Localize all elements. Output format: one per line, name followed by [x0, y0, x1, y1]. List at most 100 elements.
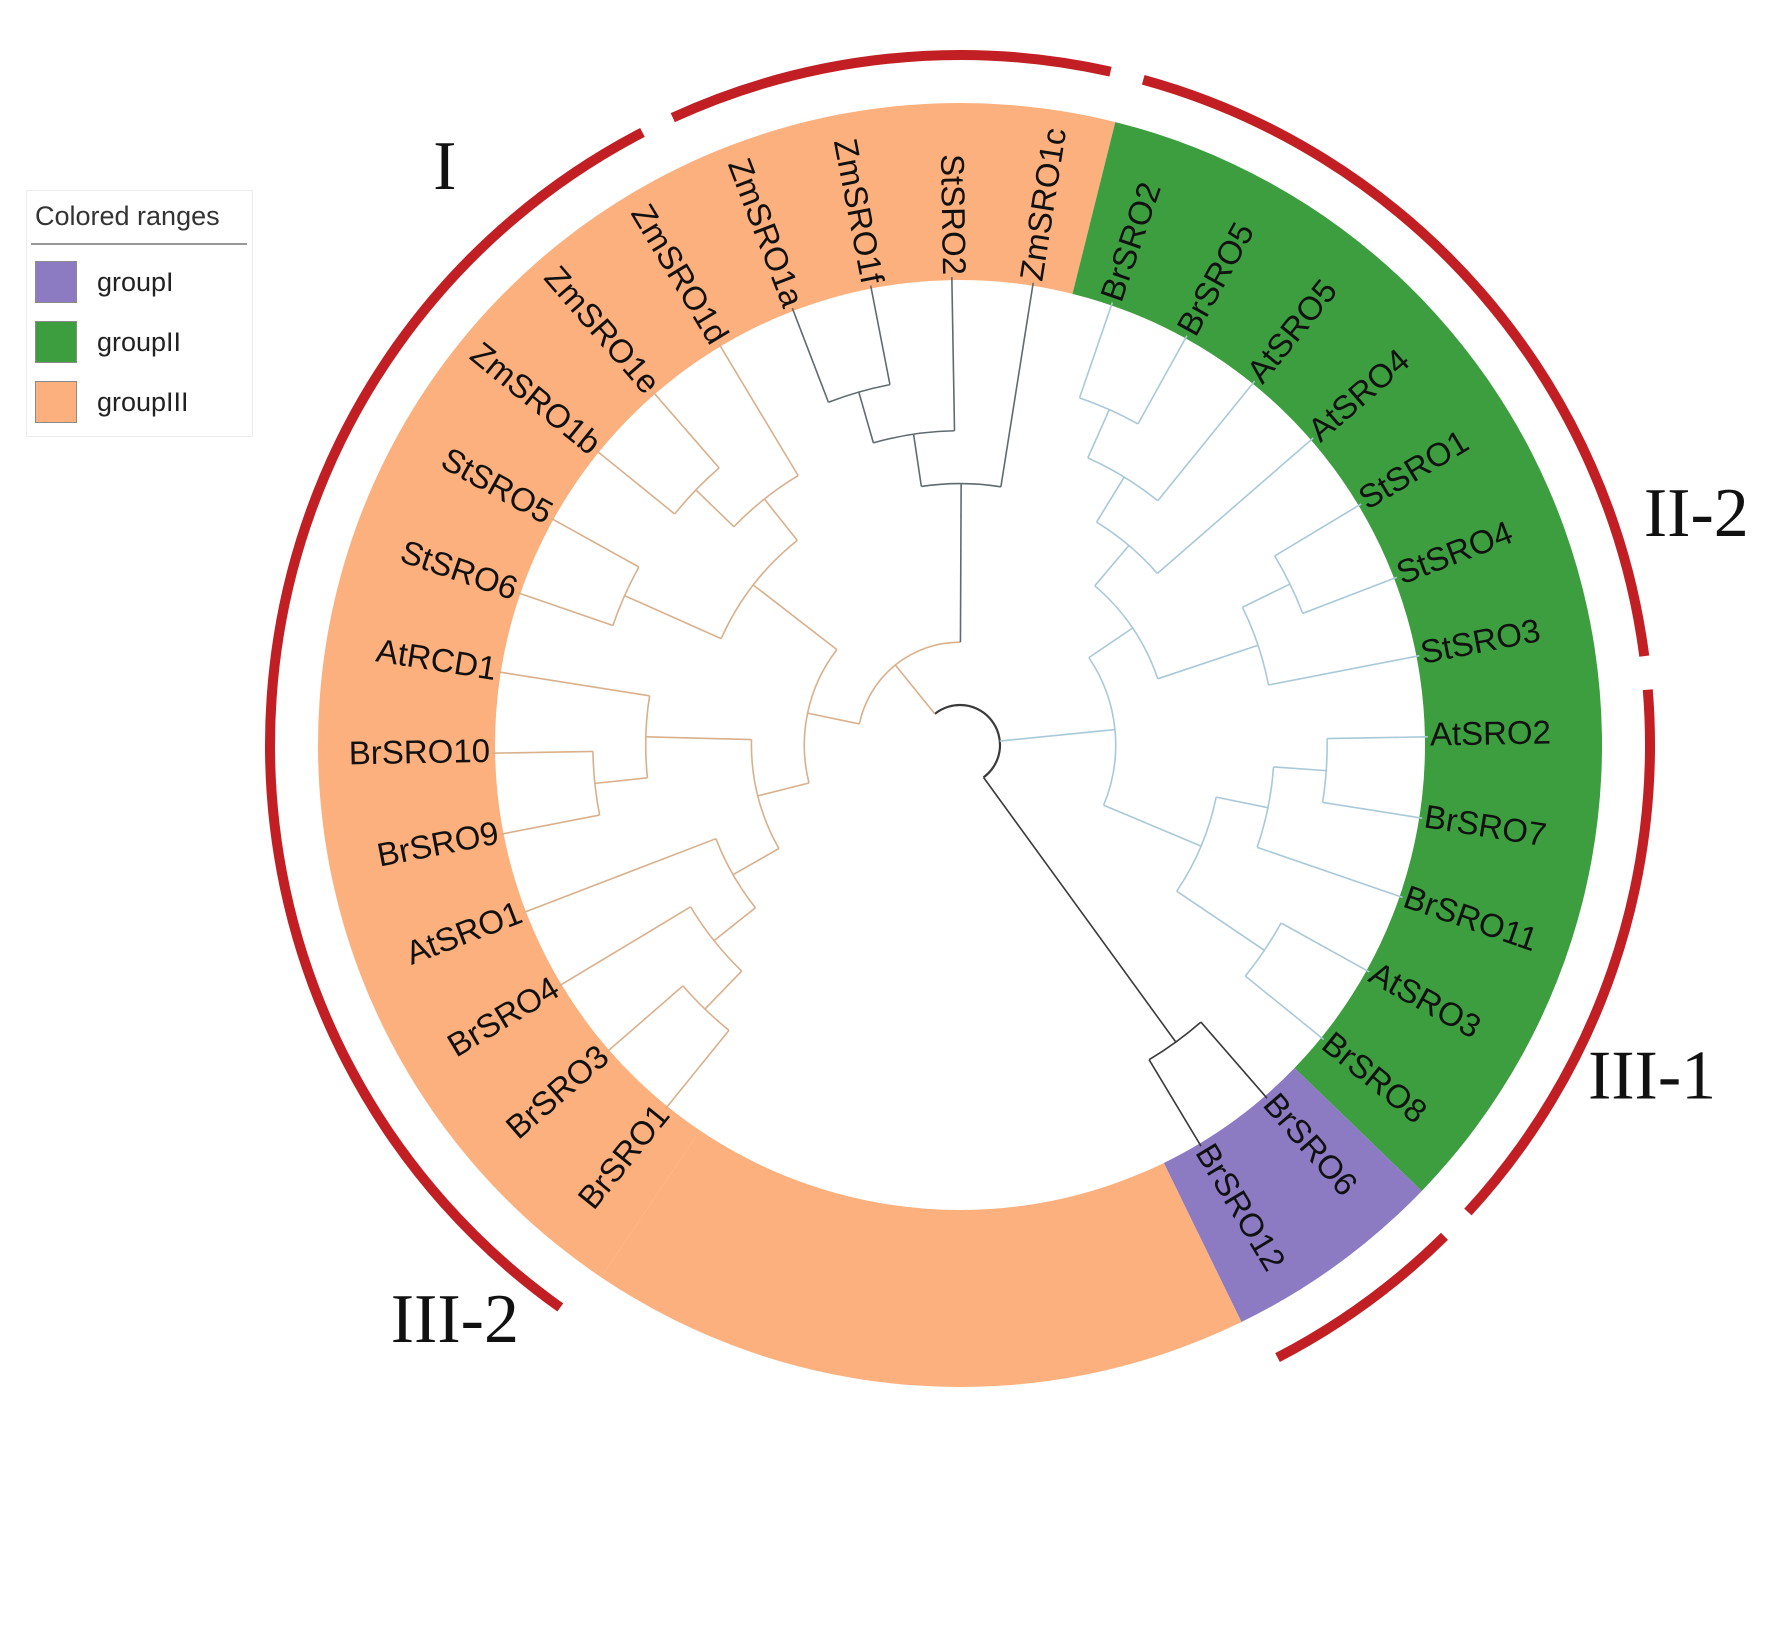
branch-76: [1256, 846, 1403, 899]
branch-19: [594, 777, 648, 785]
branch-24: [752, 584, 838, 651]
legend-swatch-group1: [35, 261, 77, 303]
branch-arc-6: [750, 739, 780, 849]
branch-83: [1200, 1021, 1268, 1099]
branch-21: [500, 814, 600, 836]
branch-arc-73: [1321, 738, 1328, 803]
branch-65: [1274, 503, 1362, 557]
branch-60: [1156, 437, 1314, 575]
branch-arc-82: [1148, 1021, 1202, 1061]
clade-arc-II-2: [1141, 74, 1650, 657]
branch-22: [492, 750, 593, 754]
branch-47: [999, 728, 1116, 742]
branch-74: [1327, 736, 1428, 740]
branch-41: [858, 391, 875, 444]
branch-14: [606, 985, 684, 1053]
branch-arc-56: [1079, 397, 1139, 425]
branch-7: [732, 847, 780, 876]
branch-39: [912, 434, 923, 487]
leaf-label: BrSRO10: [349, 732, 491, 771]
branch-28: [517, 591, 614, 627]
legend-label-group2: groupII: [97, 327, 182, 357]
branch-arc-4: [803, 649, 838, 784]
branch-arc-18: [644, 695, 651, 778]
branch-arc-78: [1244, 922, 1282, 977]
branch-arc-12: [682, 985, 730, 1031]
leaf-label: StSRO2: [934, 154, 973, 276]
legend-swatch-group3: [35, 381, 77, 423]
clade-arc-II-1: [1464, 689, 1655, 1216]
branch-72: [1273, 766, 1327, 772]
branch-80: [1244, 975, 1325, 1041]
branch-67: [1268, 654, 1420, 686]
branch-arc-33: [674, 467, 720, 515]
branch-arc-8: [715, 838, 757, 909]
branch-arc-27: [612, 566, 640, 626]
branch-57: [1078, 302, 1114, 399]
branch-1: [894, 664, 936, 715]
branch-75: [1322, 801, 1423, 820]
branch-46: [1000, 282, 1035, 487]
range-groupIII: [318, 103, 1116, 1278]
clade-label-III-1: III-1: [1588, 1038, 1716, 1115]
clade-arc-I: [1275, 1232, 1449, 1363]
branch-arc-25: [720, 539, 798, 639]
branch-77: [1176, 890, 1265, 951]
branch-68: [1103, 804, 1202, 847]
legend-divider: [31, 243, 247, 245]
range-groupII: [1072, 122, 1602, 1191]
branch-arc-54: [1087, 457, 1159, 502]
branch-3: [807, 712, 860, 725]
legend-swatch-group2: [35, 321, 77, 363]
branch-79: [1280, 922, 1370, 973]
branch-arc-62: [1241, 606, 1270, 686]
branch-arc-10: [689, 906, 743, 972]
branch-arc-64: [1274, 555, 1304, 614]
branch-44: [869, 285, 891, 385]
branch-11: [704, 970, 743, 1010]
branch-55: [1087, 409, 1111, 459]
branch-26: [624, 594, 722, 640]
branch-5: [757, 782, 810, 797]
clade-label-II-2: II-2: [1644, 475, 1749, 552]
branch-arc-2: [858, 641, 961, 725]
branch-17: [645, 735, 752, 741]
branch-arc-20: [592, 751, 601, 816]
legend-item-group1: groupI: [35, 261, 245, 311]
clade-arcs: [265, 50, 1655, 1363]
legend-item-group3: groupIII: [35, 381, 245, 431]
legend-item-group2: groupII: [35, 321, 245, 371]
clade-label-II-1: II-1: [908, 0, 1013, 7]
legend-title: Colored ranges: [35, 201, 220, 231]
branch-37: [959, 483, 962, 643]
legend-label-group3: groupIII: [97, 387, 189, 417]
branch-arc-0: [934, 703, 1002, 779]
range-gap: [600, 1130, 1242, 1388]
branch-9: [713, 907, 756, 942]
branch-23: [497, 670, 650, 697]
branch-arc-48: [1088, 657, 1117, 806]
branch-63: [1242, 583, 1291, 608]
branch-70: [1216, 796, 1269, 809]
branch-66: [1302, 576, 1398, 615]
branch-arc-69: [1176, 796, 1217, 892]
branch-32: [695, 489, 735, 528]
clade-label-I: I: [433, 128, 456, 205]
branch-49: [1088, 627, 1134, 659]
leaf-label: AtSRO2: [1430, 713, 1552, 752]
branch-15: [558, 906, 692, 987]
branch-arc-42: [828, 383, 891, 403]
tree-branches: [492, 277, 1428, 1147]
branch-34: [595, 449, 676, 515]
branch-35: [652, 391, 720, 469]
branch-arc-31: [733, 474, 799, 528]
branch-arc-50: [1094, 585, 1159, 680]
branch-36: [718, 343, 799, 477]
branch-arc-40: [873, 429, 955, 444]
legend-label-group1: groupI: [97, 267, 174, 297]
clade-label-III-2: III-2: [391, 1281, 519, 1358]
branch-81: [982, 776, 1177, 1043]
legend: Colored ranges groupI groupII groupIII: [26, 190, 253, 437]
